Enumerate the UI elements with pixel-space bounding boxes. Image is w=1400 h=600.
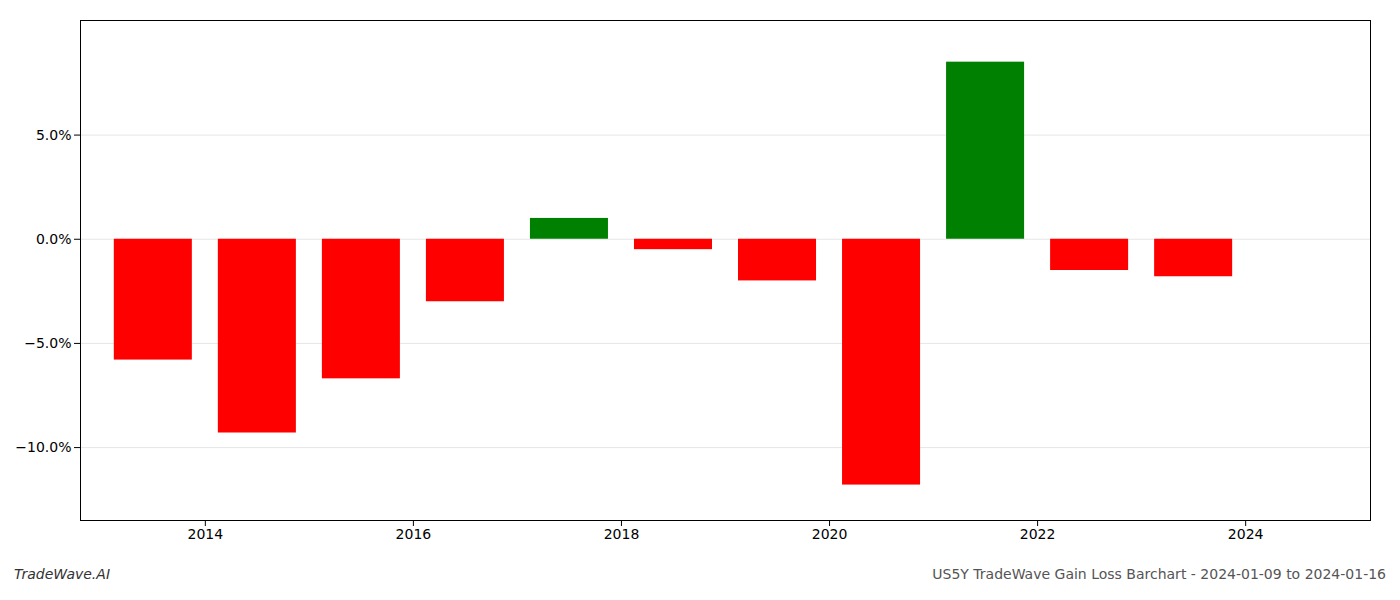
svg-text:2016: 2016 [396, 526, 432, 542]
svg-text:0.0%: 0.0% [36, 231, 72, 247]
svg-text:−5.0%: −5.0% [24, 335, 71, 351]
svg-text:−10.0%: −10.0% [15, 439, 71, 455]
html-text:US5Y TradeWave Gain Loss Barch: US5Y TradeWave Gain Loss Barchart - 2024… [932, 566, 1386, 582]
svg-text:2018: 2018 [604, 526, 640, 542]
svg-text:2020: 2020 [812, 526, 848, 542]
html-text:TradeWave.AI: TradeWave.AI [14, 566, 110, 582]
svg-text:2014: 2014 [188, 526, 224, 542]
svg-text:5.0%: 5.0% [36, 127, 72, 143]
svg-text:2022: 2022 [1020, 526, 1056, 542]
svg-text:2024: 2024 [1228, 526, 1264, 542]
